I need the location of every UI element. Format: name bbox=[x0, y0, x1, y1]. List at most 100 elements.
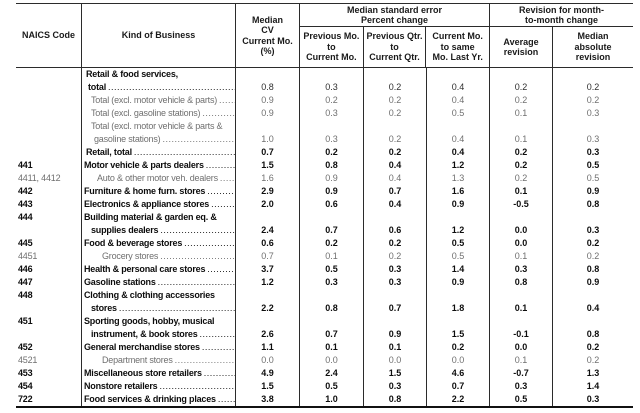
value-cell: 2.4 bbox=[236, 224, 300, 237]
value-cell bbox=[427, 68, 490, 81]
naics-code-cell bbox=[16, 107, 82, 120]
value-cell: 0.7 bbox=[364, 185, 427, 198]
kind-of-business-label: total bbox=[88, 82, 106, 92]
value-cell: 2.4 bbox=[300, 367, 364, 380]
value-cell: 0.0 bbox=[490, 237, 553, 250]
naics-code-cell: 452 bbox=[16, 341, 82, 354]
naics-code-cell: 451 bbox=[16, 315, 82, 328]
value-cell: 3.7 bbox=[236, 263, 300, 276]
value-cell bbox=[364, 68, 427, 81]
value-cell: 0.5 bbox=[300, 263, 364, 276]
kind-of-business-label: Electronics & appliance stores bbox=[84, 199, 210, 209]
kind-of-business-label: supplies dealers bbox=[91, 225, 159, 235]
value-cell bbox=[427, 211, 490, 224]
value-cell: 0.7 bbox=[236, 146, 300, 159]
column-header-prev-qtr-to-current-qtr: Previous Qtr. to Current Qtr. bbox=[364, 27, 427, 67]
value-cell: 0.4 bbox=[427, 81, 490, 94]
kind-of-business-cell: gasoline stations) bbox=[82, 133, 236, 146]
value-cell: 0.2 bbox=[364, 81, 427, 94]
value-cell bbox=[364, 211, 427, 224]
value-cell: 0.6 bbox=[364, 224, 427, 237]
value-cell: 0.2 bbox=[364, 146, 427, 159]
kind-of-business-cell: Total (excl. gasoline stations) bbox=[82, 107, 236, 120]
value-cell: 0.7 bbox=[300, 224, 364, 237]
dot-leader bbox=[207, 263, 235, 276]
kind-of-business-cell: Grocery stores bbox=[82, 250, 236, 263]
value-cell: 3.8 bbox=[236, 393, 300, 406]
value-cell: 0.2 bbox=[586, 342, 600, 352]
value-cell bbox=[236, 120, 300, 133]
value-cell: 0.1 bbox=[490, 302, 553, 315]
dot-leader bbox=[108, 81, 235, 94]
kind-of-business-label: Auto & other motor veh. dealers bbox=[97, 173, 218, 183]
naics-code-cell: 442 bbox=[16, 185, 82, 198]
dot-leader bbox=[159, 380, 235, 393]
value-cell: 0.3 bbox=[300, 276, 364, 289]
value-cell: 0.9 bbox=[427, 198, 490, 211]
kind-of-business-cell: General merchandise stores bbox=[82, 341, 236, 354]
value-cell bbox=[553, 120, 633, 133]
table-row: 444 Building material & garden eq. & bbox=[16, 211, 633, 224]
value-cell: 1.0 bbox=[236, 133, 300, 146]
value-cell: 0.3 bbox=[300, 81, 364, 94]
value-cell: 0.4 bbox=[364, 198, 427, 211]
value-cell bbox=[236, 211, 300, 224]
value-cell: 0.2 bbox=[490, 146, 553, 159]
value-cell: 1.8 bbox=[427, 302, 490, 315]
value-cell: 0.2 bbox=[364, 250, 427, 263]
value-cell bbox=[490, 289, 553, 302]
naics-code-cell bbox=[16, 224, 82, 237]
value-cell: 1.5 bbox=[427, 328, 490, 341]
dot-leader bbox=[204, 367, 235, 380]
kind-of-business-cell: Auto & other motor veh. dealers bbox=[82, 172, 236, 185]
value-cell: 0.9 bbox=[300, 185, 364, 198]
value-cell bbox=[553, 289, 633, 302]
dot-leader bbox=[158, 276, 235, 289]
column-header-median-cv: Median CV Current Mo. (%) bbox=[236, 4, 300, 67]
kind-of-business-label: Sporting goods, hobby, musical bbox=[84, 316, 215, 326]
table-row: Total (excl. motor vehicle & parts & bbox=[16, 120, 633, 133]
value-cell: 0.6 bbox=[236, 237, 300, 250]
naics-code-cell bbox=[16, 146, 82, 159]
table-row: Retail & food services, bbox=[16, 68, 633, 81]
value-cell bbox=[427, 120, 490, 133]
kind-of-business-cell: Motor vehicle & parts dealers bbox=[82, 159, 236, 172]
value-cell: 1.1 bbox=[236, 341, 300, 354]
value-cell: 4.9 bbox=[236, 367, 300, 380]
value-cell: 0.4 bbox=[364, 159, 427, 172]
dot-leader bbox=[160, 224, 235, 237]
kind-of-business-cell: Food & beverage stores bbox=[82, 237, 236, 250]
value-cell bbox=[553, 315, 633, 328]
value-cell: 0.7 bbox=[364, 302, 427, 315]
kind-of-business-cell: Department stores bbox=[82, 354, 236, 367]
value-cell: -0.1 bbox=[490, 328, 553, 341]
kind-of-business-label: Gasoline stations bbox=[84, 277, 156, 287]
value-cell: 0.4 bbox=[586, 303, 600, 313]
value-cell: 0.3 bbox=[586, 394, 600, 404]
column-header-average-revision: Average revision bbox=[490, 27, 553, 67]
value-cell: 0.5 bbox=[586, 173, 600, 183]
value-cell: 0.9 bbox=[586, 186, 600, 196]
table-row: supplies dealers 2.40.70.61.20.0 0.3 bbox=[16, 224, 633, 237]
value-cell: 0.2 bbox=[586, 355, 600, 365]
table-row: 4411, 4412 Auto & other motor veh. dealer… bbox=[16, 172, 633, 185]
table-row: 451 Sporting goods, hobby, musical bbox=[16, 315, 633, 328]
dot-leader bbox=[184, 237, 235, 250]
value-cell: 1.6 bbox=[427, 185, 490, 198]
dot-leader bbox=[206, 159, 235, 172]
value-cell: 0.8 bbox=[490, 276, 553, 289]
value-cell bbox=[490, 211, 553, 224]
value-cell: 0.9 bbox=[586, 277, 600, 287]
value-cell bbox=[364, 120, 427, 133]
value-cell: 1.3 bbox=[586, 368, 600, 378]
kind-of-business-label: Building material & garden eq. & bbox=[84, 212, 217, 222]
value-cell bbox=[236, 68, 300, 81]
value-cell: 0.0 bbox=[490, 224, 553, 237]
value-cell: 0.1 bbox=[490, 133, 553, 146]
